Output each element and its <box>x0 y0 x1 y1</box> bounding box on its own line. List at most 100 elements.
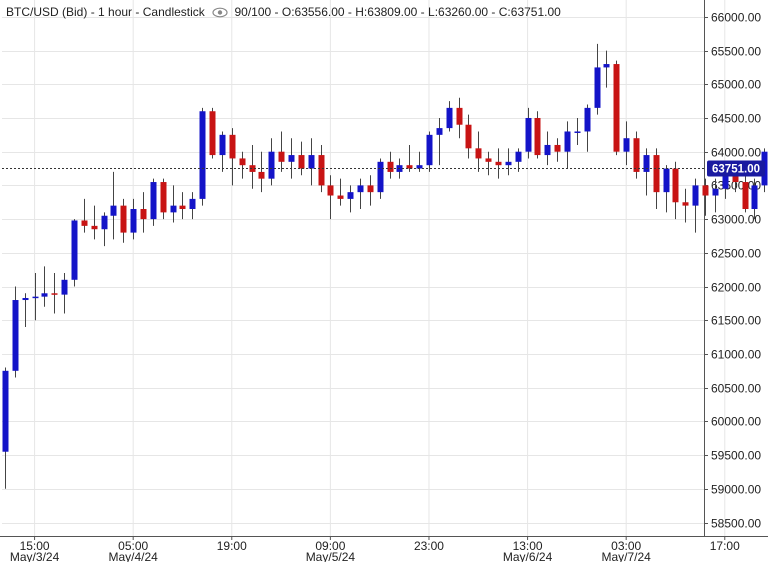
candle <box>575 118 581 145</box>
candle <box>526 108 532 159</box>
candle-body <box>220 135 226 155</box>
y-tick-label: 62000.00 <box>711 281 761 295</box>
candle-body <box>614 64 620 152</box>
symbol-label: BTC/USD (Bid) <box>6 5 87 19</box>
candle-body <box>92 226 98 229</box>
candle-body <box>72 220 78 279</box>
candle-body <box>338 196 344 199</box>
candle <box>279 131 285 171</box>
candle <box>13 287 19 378</box>
candle <box>624 121 630 165</box>
candle <box>190 192 196 219</box>
candle-body <box>23 298 29 300</box>
y-tick-label: 58500.00 <box>711 517 761 531</box>
y-tick-label: 64500.00 <box>711 112 761 126</box>
candle <box>52 273 58 313</box>
candle-body <box>683 202 689 205</box>
candle <box>476 131 482 171</box>
candle <box>447 101 453 131</box>
candle-body <box>230 135 236 159</box>
candle-body <box>161 182 167 212</box>
eye-icon[interactable] <box>212 7 228 18</box>
candle-body <box>693 185 699 205</box>
candle-body <box>634 138 640 172</box>
candle <box>407 145 413 172</box>
candle-body <box>644 155 650 172</box>
y-tick-label: 64000.00 <box>711 146 761 160</box>
candle <box>565 121 571 168</box>
candle-body <box>180 206 186 209</box>
candle-body <box>190 199 196 209</box>
y-tick-label: 66000.00 <box>711 11 761 25</box>
candle-body <box>516 152 522 162</box>
candle-body <box>555 145 561 152</box>
x-tick-date-label: May/6/24 <box>503 550 553 562</box>
candle <box>634 131 640 178</box>
candle <box>3 367 9 488</box>
chart-style-label: Candlestick <box>143 5 205 19</box>
candle <box>388 152 394 179</box>
y-tick-label: 60000.00 <box>711 415 761 429</box>
candle-body <box>427 135 433 165</box>
candle-body <box>703 185 709 195</box>
low-value: L:63260.00 <box>428 5 488 19</box>
candle-body <box>378 162 384 192</box>
y-tick-label: 65500.00 <box>711 45 761 59</box>
candle <box>210 108 216 159</box>
x-tick-date-label: May/4/24 <box>109 550 159 562</box>
candle-body <box>664 169 670 193</box>
x-tick-label: 17:00 <box>710 539 740 553</box>
candle-body <box>486 158 492 161</box>
candle <box>230 128 236 185</box>
candle <box>614 61 620 155</box>
candle-body <box>131 209 137 233</box>
candle-body <box>309 155 315 168</box>
close-value: C:63751.00 <box>499 5 561 19</box>
candle-body <box>358 185 364 192</box>
candle-body <box>141 209 147 219</box>
candle-body <box>151 182 157 219</box>
candle <box>220 131 226 171</box>
candle <box>358 179 364 209</box>
candle-body <box>496 162 502 165</box>
y-tick-label: 62500.00 <box>711 247 761 261</box>
candle <box>82 199 88 233</box>
candle-body <box>171 206 177 213</box>
candle <box>42 266 48 306</box>
candle <box>141 192 147 232</box>
y-tick-label: 59500.00 <box>711 449 761 463</box>
candle <box>427 131 433 171</box>
candle <box>595 44 601 115</box>
candle <box>664 165 670 212</box>
candle <box>269 138 275 185</box>
candle-body <box>437 128 443 135</box>
candle-body <box>545 145 551 155</box>
candle-body <box>269 152 275 179</box>
candle-body <box>259 172 265 179</box>
y-tick-label: 61500.00 <box>711 314 761 328</box>
candle-body <box>506 162 512 165</box>
candle-body <box>52 293 58 295</box>
y-tick-label: 65000.00 <box>711 78 761 92</box>
candle <box>673 162 679 219</box>
candle <box>161 179 167 219</box>
candle-body <box>595 67 601 107</box>
candle-body <box>82 220 88 225</box>
x-tick-label: 23:00 <box>414 539 444 553</box>
candle-body <box>466 125 472 149</box>
candle-body <box>624 138 630 151</box>
y-tick-label: 63000.00 <box>711 213 761 227</box>
candle <box>328 175 334 219</box>
chart-header: BTC/USD (Bid) - 1 hour - Candlestick 90/… <box>6 5 561 19</box>
candle-body <box>62 280 68 295</box>
current-price-label: 63751.00 <box>712 164 760 176</box>
candle <box>545 131 551 165</box>
candle <box>171 185 177 222</box>
candle <box>703 179 709 216</box>
candle <box>466 115 472 159</box>
candle <box>338 179 344 206</box>
candle-body <box>673 169 679 203</box>
candle-body <box>535 118 541 155</box>
